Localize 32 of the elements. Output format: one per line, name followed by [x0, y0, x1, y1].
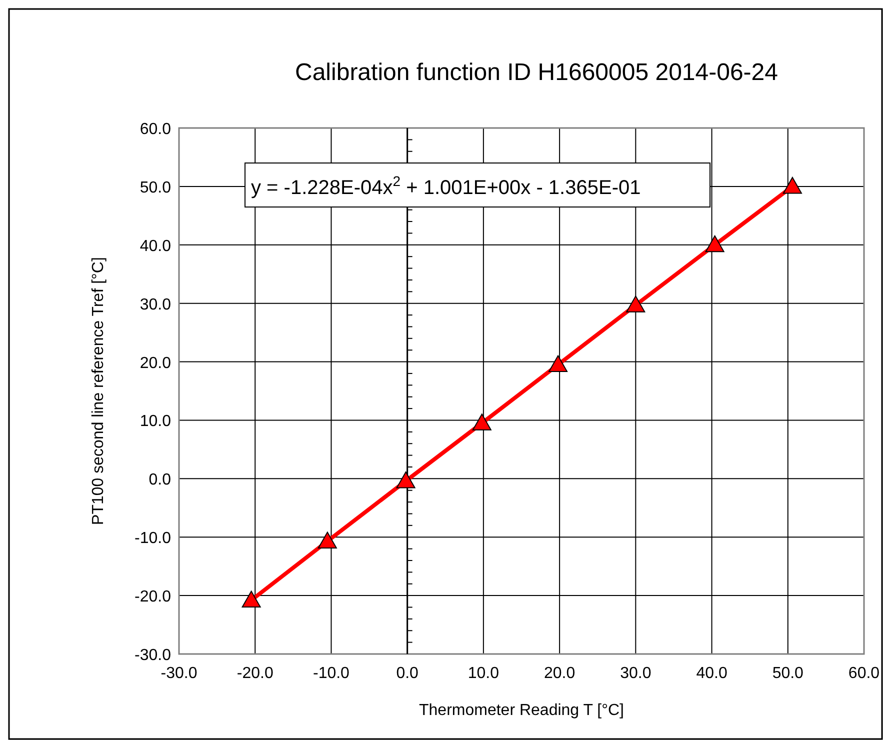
x-tick-label: 20.0 — [544, 665, 576, 682]
x-tick-label: 30.0 — [620, 665, 652, 682]
x-tick-label: 50.0 — [772, 665, 804, 682]
y-tick-label: 50.0 — [140, 179, 172, 196]
point — [548, 355, 568, 372]
annotation: y = -1.228E-04x$^{2}$ + 1.001E+00x - 1.365E-01 — [251, 173, 641, 199]
y-tick-label: -20.0 — [134, 588, 172, 606]
y-axis-title: PT100 second line reference Tref [°C] — [90, 257, 107, 525]
y-tick-label: 40.0 — [140, 238, 172, 255]
x-tick-label: 40.0 — [696, 665, 728, 682]
point — [472, 414, 492, 430]
chart-title: Calibration function ID H1660005 2014-06-24 — [295, 59, 778, 86]
y-tick-label: 60.0 — [140, 121, 172, 138]
y-tick-label: -10.0 — [134, 530, 172, 548]
y-tick-label: 10.0 — [140, 413, 172, 430]
x-tick-label: 10.0 — [468, 665, 500, 682]
x-tick-label: 0.0 — [396, 665, 419, 682]
y-tick-label: 0.0 — [148, 472, 172, 489]
point — [242, 590, 261, 608]
point — [782, 176, 802, 194]
x-tick-label: -20.0 — [236, 665, 274, 682]
x-tick-label: -30.0 — [160, 665, 198, 682]
x-axis-title: Thermometer Reading T [°C] — [419, 702, 624, 719]
point — [396, 472, 416, 488]
x-tick-label: 60.0 — [848, 665, 880, 682]
y-tick-label: -30.0 — [134, 647, 172, 664]
y-tick-label: 20.0 — [140, 354, 172, 372]
x-tick-label: -10.0 — [312, 665, 350, 682]
point — [705, 235, 724, 252]
point — [626, 296, 646, 312]
point — [318, 532, 337, 548]
y-tick-label: 30.0 — [140, 296, 172, 314]
